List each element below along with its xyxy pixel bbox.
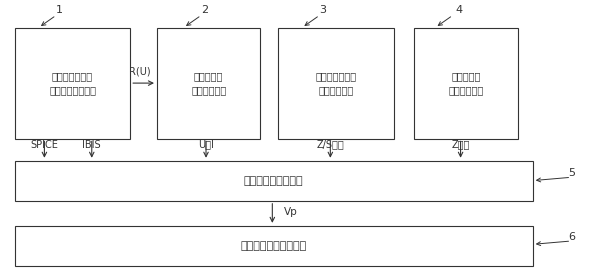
Text: 干扰芯片有源、
无源参数提取单元: 干扰芯片有源、 无源参数提取单元 <box>49 71 96 96</box>
Text: IBIS: IBIS <box>82 140 101 150</box>
Bar <box>278 28 394 138</box>
Text: 3: 3 <box>319 5 326 15</box>
Bar <box>15 28 130 138</box>
Text: Z/S矩阵: Z/S矩阵 <box>317 140 344 150</box>
Text: Vp: Vp <box>284 207 298 217</box>
Text: R(U): R(U) <box>130 66 151 76</box>
Text: 干扰源模型
参数提取单元: 干扰源模型 参数提取单元 <box>191 71 226 96</box>
Text: 4: 4 <box>455 5 462 15</box>
Bar <box>15 161 533 201</box>
Text: 系统级模型仿真单元: 系统级模型仿真单元 <box>244 176 304 186</box>
Text: 复杂传输线网络
参数提取单元: 复杂传输线网络 参数提取单元 <box>316 71 356 96</box>
Text: 传导骚扰量化分析单元: 传导骚扰量化分析单元 <box>241 241 307 251</box>
Text: 6: 6 <box>568 232 575 242</box>
Text: U、I: U、I <box>198 140 214 150</box>
Text: 2: 2 <box>201 5 208 15</box>
Text: Z矩阵: Z矩阵 <box>451 140 470 150</box>
Bar <box>414 28 518 138</box>
Text: SPICE: SPICE <box>30 140 59 150</box>
Text: 1: 1 <box>56 5 63 15</box>
Text: 5: 5 <box>568 168 575 178</box>
Bar <box>15 226 533 266</box>
Bar <box>157 28 260 138</box>
Text: 矩阵式负载
参数提取单元: 矩阵式负载 参数提取单元 <box>449 71 484 96</box>
